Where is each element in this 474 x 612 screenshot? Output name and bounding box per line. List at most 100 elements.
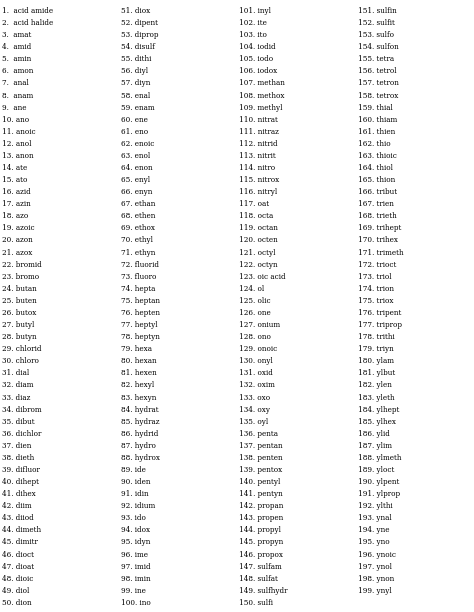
Text: 89. ide: 89. ide [121, 466, 146, 474]
Text: 121. octyl: 121. octyl [239, 248, 276, 256]
Text: 36. dichlor: 36. dichlor [2, 430, 42, 438]
Text: 74. hepta: 74. hepta [121, 285, 155, 293]
Text: 20. azon: 20. azon [2, 236, 33, 244]
Text: 112. nitrid: 112. nitrid [239, 140, 278, 148]
Text: 130. onyl: 130. onyl [239, 357, 273, 365]
Text: 103. ito: 103. ito [239, 31, 267, 39]
Text: 186. ylid: 186. ylid [358, 430, 390, 438]
Text: 42. diim: 42. diim [2, 502, 32, 510]
Text: 191. ylprop: 191. ylprop [358, 490, 400, 498]
Text: 85. hydraz: 85. hydraz [121, 417, 159, 426]
Text: 100. ino: 100. ino [121, 599, 151, 607]
Text: 68. ethen: 68. ethen [121, 212, 155, 220]
Text: 44. dimeth: 44. dimeth [2, 526, 42, 534]
Text: 79. hexa: 79. hexa [121, 345, 152, 353]
Text: 91. idin: 91. idin [121, 490, 148, 498]
Text: 69. ethox: 69. ethox [121, 225, 155, 233]
Text: 106. iodox: 106. iodox [239, 67, 278, 75]
Text: 6.  amon: 6. amon [2, 67, 34, 75]
Text: 139. pentox: 139. pentox [239, 466, 283, 474]
Text: 55. dithi: 55. dithi [121, 55, 151, 63]
Text: 119. octan: 119. octan [239, 225, 278, 233]
Text: 48. dioic: 48. dioic [2, 575, 34, 583]
Text: 18. azo: 18. azo [2, 212, 28, 220]
Text: 40. dihept: 40. dihept [2, 478, 39, 486]
Text: 86. hydrid: 86. hydrid [121, 430, 158, 438]
Text: 194. yne: 194. yne [358, 526, 389, 534]
Text: 150. sulfi: 150. sulfi [239, 599, 273, 607]
Text: 84. hydrat: 84. hydrat [121, 406, 158, 414]
Text: 193. ynal: 193. ynal [358, 514, 392, 522]
Text: 105. iodo: 105. iodo [239, 55, 273, 63]
Text: 141. pentyn: 141. pentyn [239, 490, 283, 498]
Text: 45. dimitr: 45. dimitr [2, 539, 38, 547]
Text: 12. anol: 12. anol [2, 140, 32, 148]
Text: 120. octen: 120. octen [239, 236, 278, 244]
Text: 94. idox: 94. idox [121, 526, 150, 534]
Text: 184. ylhept: 184. ylhept [358, 406, 399, 414]
Text: 46. dioct: 46. dioct [2, 551, 35, 559]
Text: 153. sulfo: 153. sulfo [358, 31, 394, 39]
Text: 66. enyn: 66. enyn [121, 188, 152, 196]
Text: 16. azid: 16. azid [2, 188, 31, 196]
Text: 174. trion: 174. trion [358, 285, 394, 293]
Text: 77. heptyl: 77. heptyl [121, 321, 157, 329]
Text: 180. ylam: 180. ylam [358, 357, 394, 365]
Text: 127. onium: 127. onium [239, 321, 281, 329]
Text: 7.  anal: 7. anal [2, 80, 29, 88]
Text: 199. ynyl: 199. ynyl [358, 587, 392, 595]
Text: 33. diaz: 33. diaz [2, 394, 31, 401]
Text: 97. imid: 97. imid [121, 562, 151, 570]
Text: 171. trimeth: 171. trimeth [358, 248, 403, 256]
Text: 93. ido: 93. ido [121, 514, 146, 522]
Text: 166. tribut: 166. tribut [358, 188, 397, 196]
Text: 95. idyn: 95. idyn [121, 539, 150, 547]
Text: 129. onoic: 129. onoic [239, 345, 278, 353]
Text: 124. ol: 124. ol [239, 285, 264, 293]
Text: 181. ylbut: 181. ylbut [358, 370, 395, 378]
Text: 138. penten: 138. penten [239, 454, 283, 462]
Text: 75. heptan: 75. heptan [121, 297, 160, 305]
Text: 54. disulf: 54. disulf [121, 43, 155, 51]
Text: 78. heptyn: 78. heptyn [121, 333, 160, 341]
Text: 30. chloro: 30. chloro [2, 357, 39, 365]
Text: 190. ylpent: 190. ylpent [358, 478, 399, 486]
Text: 133. oxo: 133. oxo [239, 394, 271, 401]
Text: 61. eno: 61. eno [121, 128, 148, 136]
Text: 3.  amat: 3. amat [2, 31, 32, 39]
Text: 118. octa: 118. octa [239, 212, 273, 220]
Text: 114. nitro: 114. nitro [239, 164, 275, 172]
Text: 2.  acid halide: 2. acid halide [2, 19, 54, 27]
Text: 159. thial: 159. thial [358, 103, 393, 111]
Text: 110. nitrat: 110. nitrat [239, 116, 278, 124]
Text: 64. enon: 64. enon [121, 164, 153, 172]
Text: 170. trihex: 170. trihex [358, 236, 398, 244]
Text: 31. dial: 31. dial [2, 370, 29, 378]
Text: 111. nitraz: 111. nitraz [239, 128, 279, 136]
Text: 197. ynol: 197. ynol [358, 562, 392, 570]
Text: 67. ethan: 67. ethan [121, 200, 155, 208]
Text: 145. propyn: 145. propyn [239, 539, 283, 547]
Text: 116. nitryl: 116. nitryl [239, 188, 278, 196]
Text: 158. tetrox: 158. tetrox [358, 92, 398, 100]
Text: 192. ylthi: 192. ylthi [358, 502, 392, 510]
Text: 122. octyn: 122. octyn [239, 261, 278, 269]
Text: 155. tetra: 155. tetra [358, 55, 394, 63]
Text: 57. diyn: 57. diyn [121, 80, 150, 88]
Text: 135. oyl: 135. oyl [239, 417, 269, 426]
Text: 25. buten: 25. buten [2, 297, 37, 305]
Text: 14. ate: 14. ate [2, 164, 27, 172]
Text: 27. butyl: 27. butyl [2, 321, 35, 329]
Text: 47. dioat: 47. dioat [2, 562, 35, 570]
Text: 148. sulfat: 148. sulfat [239, 575, 278, 583]
Text: 90. iden: 90. iden [121, 478, 150, 486]
Text: 187. ylim: 187. ylim [358, 442, 392, 450]
Text: 160. thiam: 160. thiam [358, 116, 397, 124]
Text: 73. fluoro: 73. fluoro [121, 273, 156, 281]
Text: 173. triol: 173. triol [358, 273, 392, 281]
Text: 196. ynoic: 196. ynoic [358, 551, 396, 559]
Text: 163. thioic: 163. thioic [358, 152, 397, 160]
Text: 83. hexyn: 83. hexyn [121, 394, 156, 401]
Text: 15. ato: 15. ato [2, 176, 28, 184]
Text: 157. tetron: 157. tetron [358, 80, 399, 88]
